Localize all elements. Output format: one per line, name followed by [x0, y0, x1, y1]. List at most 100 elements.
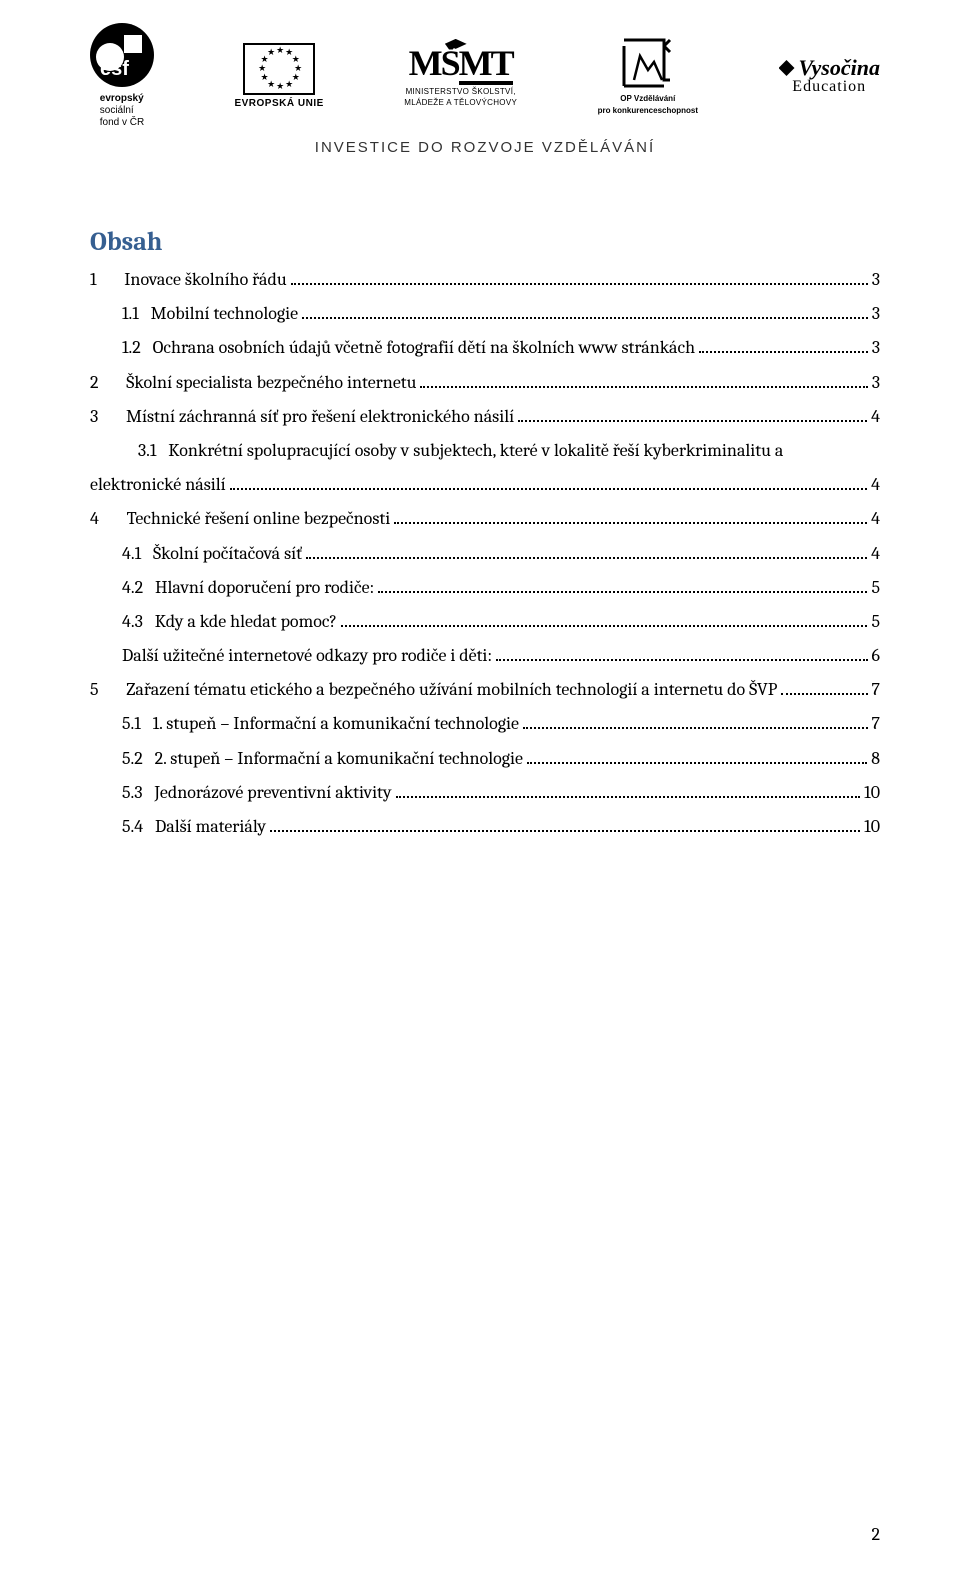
toc-title: Mobilní technologie	[151, 297, 298, 331]
toc-leader	[523, 714, 868, 729]
toc-leader	[230, 475, 868, 490]
toc-leader	[270, 817, 860, 832]
toc-number: 1	[90, 263, 124, 297]
page-number: 2	[872, 1526, 881, 1544]
eu-star-icon: ★	[276, 48, 282, 54]
toc-page: 3	[872, 331, 880, 365]
toc-title: Kdy a kde hledat pomoc?	[155, 605, 337, 639]
toc-entry: 4 Technické řešení online bezpečnosti4	[90, 502, 880, 536]
toc-entry: 5 Zařazení tématu etického a bezpečného …	[90, 673, 880, 707]
toc-number: 5.3	[90, 776, 154, 810]
toc-leader	[341, 612, 867, 627]
toc-title: Jednorázové preventivní aktivity	[154, 776, 391, 810]
toc-number: 1.2	[90, 331, 153, 365]
eu-label: EVROPSKÁ UNIE	[234, 99, 323, 109]
toc-entry: 5.1 1. stupeň – Informační a komunikační…	[90, 707, 880, 741]
toc-leader	[394, 509, 867, 524]
toc-heading: Obsah	[90, 227, 880, 257]
toc-page: 4	[871, 502, 880, 536]
toc-page: 3	[872, 297, 880, 331]
toc-title: Další materiály	[155, 810, 266, 844]
toc-number: 5.1	[90, 707, 153, 741]
eu-logo: ★★★★★★★★★★★★ EVROPSKÁ UNIE	[234, 43, 323, 109]
toc-number: 1.1	[90, 297, 151, 331]
msmt-line2: MLÁDEŽE A TĚLOVÝCHOVY	[404, 98, 517, 107]
toc-page: 5	[871, 571, 880, 605]
toc-page: 5	[871, 605, 880, 639]
toc-number: 4.3	[90, 605, 155, 639]
toc-number: 2	[90, 366, 126, 400]
strapline: INVESTICE DO ROZVOJE VZDĚLÁVÁNÍ	[90, 140, 880, 155]
toc-title: 1. stupeň – Informační a komunikační tec…	[153, 707, 519, 741]
eu-star-icon: ★	[258, 66, 264, 72]
toc-page: 10	[864, 776, 880, 810]
esf-logo: esf evropskýsociálnífond v ČR	[90, 23, 154, 129]
toc-leader	[781, 680, 867, 695]
eu-star-icon: ★	[285, 82, 291, 88]
toc-entry: 4.1 Školní počítačová síť4	[90, 537, 880, 571]
eu-star-icon: ★	[276, 84, 282, 90]
toc-page: 7	[872, 673, 880, 707]
toc-leader	[496, 646, 867, 661]
funding-logo-strip: esf evropskýsociálnífond v ČR ★★★★★★★★★★…	[90, 28, 880, 124]
toc-title: Konkrétní spolupracující osoby v subjekt…	[168, 434, 783, 468]
toc-leader	[518, 406, 867, 421]
toc-entry: 1 Inovace školního řádu 3	[90, 263, 880, 297]
toc-page: 3	[872, 366, 880, 400]
toc-page: 3	[872, 263, 880, 297]
vysocina-logo: Vysočina Education	[779, 57, 880, 95]
eu-flag-icon: ★★★★★★★★★★★★	[243, 43, 315, 95]
toc-title: Školní počítačová síť	[153, 537, 302, 571]
eu-star-icon: ★	[292, 57, 298, 63]
toc-entry: 5.4 Další materiály 10	[90, 810, 880, 844]
opvk-logo: OP Vzdělávání pro konkurenceschopnost	[598, 36, 698, 116]
toc-title: Další užitečné internetové odkazy pro ro…	[122, 639, 492, 673]
esf-text: evropskýsociálnífond v ČR	[100, 93, 144, 129]
toc-leader	[302, 304, 868, 319]
toc-entry: 1.2 Ochrana osobních údajů včetně fotogr…	[90, 331, 880, 365]
eu-star-icon: ★	[285, 50, 291, 56]
toc-title: elektronické násilí	[90, 468, 226, 502]
toc-title: Technické řešení online bezpečnosti	[127, 502, 391, 536]
eu-star-icon: ★	[267, 50, 273, 56]
toc-page: 6	[872, 639, 880, 673]
msmt-line1: MINISTERSTVO ŠKOLSTVÍ,	[406, 87, 516, 96]
toc-number: 5.2	[90, 742, 155, 776]
toc-title: 2. stupeň – Informační a komunikační tec…	[155, 742, 523, 776]
toc-leader	[420, 372, 867, 387]
toc-entry: 1.1 Mobilní technologie 3	[90, 297, 880, 331]
toc-title: Inovace školního řádu	[124, 263, 286, 297]
toc-number: 3.1	[90, 434, 168, 468]
toc-leader	[378, 577, 867, 592]
eu-star-icon: ★	[294, 66, 300, 72]
toc-title: Zařazení tématu etického a bezpečného už…	[126, 673, 777, 707]
eu-star-icon: ★	[261, 57, 267, 63]
toc-entry-line1: 3.1 Konkrétní spolupracující osoby v sub…	[90, 434, 880, 468]
toc-entry: 4.2 Hlavní doporučení pro rodiče:5	[90, 571, 880, 605]
esf-letters: esf	[100, 59, 129, 79]
table-of-contents: 1 Inovace školního řádu31.1 Mobilní tech…	[90, 263, 880, 844]
toc-number: 4	[90, 502, 127, 536]
msmt-logo: MŠMT MINISTERSTVO ŠKOLSTVÍ, MLÁDEŽE A TĚ…	[404, 45, 517, 107]
toc-number: 4.2	[90, 571, 155, 605]
toc-leader	[306, 543, 867, 558]
opvk-line1: OP Vzdělávání	[620, 95, 675, 104]
toc-entry: 2 Školní specialista bezpečného internet…	[90, 366, 880, 400]
toc-entry: 5.3 Jednorázové preventivní aktivity 10	[90, 776, 880, 810]
toc-leader	[396, 783, 861, 798]
toc-leader	[527, 748, 867, 763]
toc-page: 4	[871, 537, 880, 571]
toc-entry: 5.2 2. stupeň – Informační a komunikační…	[90, 742, 880, 776]
toc-page: 10	[864, 810, 880, 844]
toc-title: Místní záchranná síť pro řešení elektron…	[126, 400, 514, 434]
toc-number: 5.4	[90, 810, 155, 844]
opvk-line2: pro konkurenceschopnost	[598, 107, 698, 116]
vysocina-top: Vysočina	[779, 57, 880, 79]
msmt-logo-icon: MŠMT	[409, 45, 513, 85]
toc-entry: 4.3 Kdy a kde hledat pomoc? 5	[90, 605, 880, 639]
toc-entry: 3 Místní záchranná síť pro řešení elektr…	[90, 400, 880, 434]
toc-leader	[699, 338, 868, 353]
toc-number: 5	[90, 673, 126, 707]
toc-page: 7	[872, 707, 880, 741]
toc-page: 4	[871, 468, 880, 502]
